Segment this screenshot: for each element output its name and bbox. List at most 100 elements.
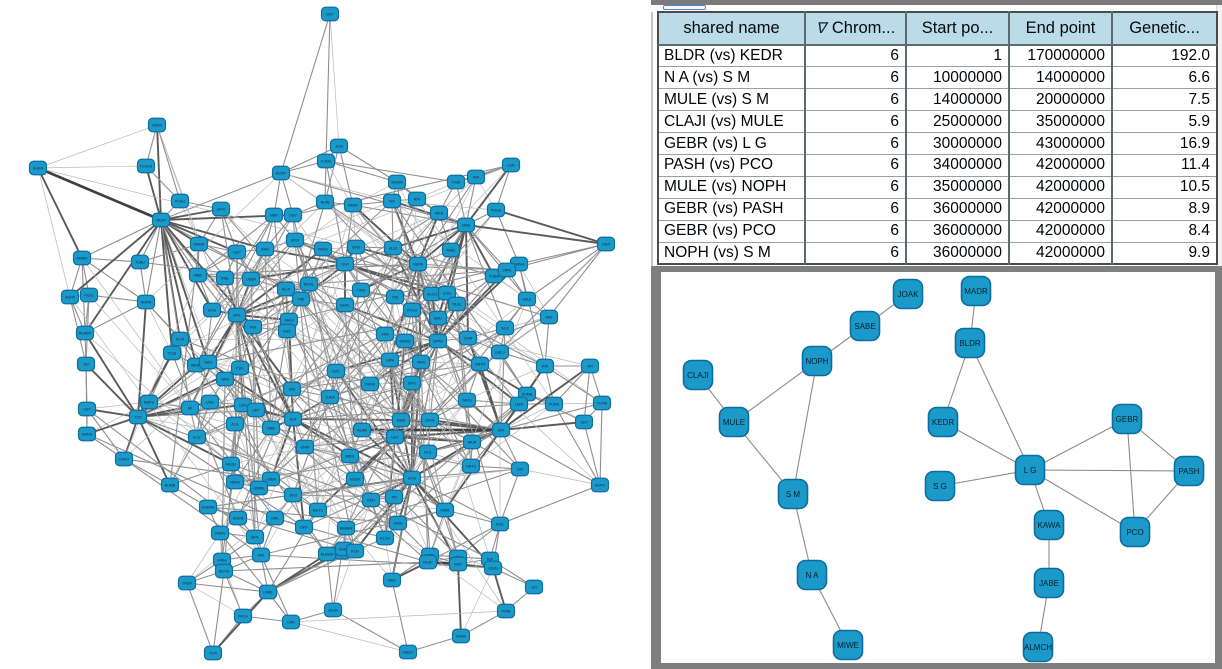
network-edge[interactable]	[220, 208, 431, 421]
network-node[interactable]: MUJU	[221, 456, 241, 472]
end-position-cell[interactable]: 42000000	[1009, 176, 1113, 199]
subnetwork-node-noph[interactable]: NOPH	[801, 345, 833, 376]
end-position-cell[interactable]: 42000000	[1009, 242, 1113, 264]
network-node[interactable]: MAGR	[189, 236, 209, 252]
network-node[interactable]: INAM	[435, 502, 455, 518]
network-node[interactable]: RLCH	[375, 530, 395, 546]
network-edge[interactable]	[326, 304, 346, 555]
table-row[interactable]: MULE (vs) NOPH 6 35000000 42000000 10.5	[658, 176, 1217, 199]
network-edge[interactable]	[137, 416, 306, 448]
network-node[interactable]: UIJU	[200, 394, 220, 410]
network-edge[interactable]	[211, 214, 275, 311]
network-node[interactable]: BUAL	[335, 297, 355, 313]
network-node[interactable]: RLAL	[447, 296, 467, 312]
network-node[interactable]: BUU	[428, 310, 448, 326]
network-edge[interactable]	[234, 423, 256, 538]
column-header-genetic[interactable]: Genetic...	[1112, 12, 1217, 46]
shared-name-cell[interactable]: GEBR (vs) PASH	[658, 198, 806, 221]
network-edge[interactable]	[81, 257, 141, 263]
network-node[interactable]: SIPA	[245, 529, 265, 545]
network-edge[interactable]	[335, 247, 394, 372]
network-edge[interactable]	[86, 433, 276, 519]
network-node[interactable]: JUF	[510, 461, 530, 477]
network-edge[interactable]	[86, 408, 256, 538]
network-edge[interactable]	[417, 176, 477, 265]
network-edge[interactable]	[242, 333, 386, 406]
network-node[interactable]: TUMU	[316, 153, 336, 169]
network-node[interactable]: PAMU	[313, 241, 333, 257]
network-edge[interactable]	[160, 172, 282, 221]
network-edge[interactable]	[361, 224, 467, 431]
network-edge[interactable]	[518, 263, 546, 367]
network-node[interactable]: VIVI	[251, 547, 271, 563]
network-edge[interactable]	[264, 248, 507, 612]
network-node[interactable]: SIJ	[76, 356, 96, 372]
network-edge[interactable]	[219, 427, 272, 534]
network-edge[interactable]	[186, 582, 214, 654]
table-row[interactable]: NOPH (vs) S M 6 36000000 42000000 9.9	[658, 242, 1217, 264]
network-node[interactable]: CHW	[458, 330, 478, 346]
network-node[interactable]: TUVI	[203, 645, 223, 661]
network-node[interactable]: USBA	[241, 271, 261, 287]
network-node[interactable]: AGFW	[136, 294, 156, 310]
genetic-distance-cell[interactable]: 8.9	[1112, 198, 1217, 221]
network-node[interactable]: SHA	[375, 326, 395, 342]
network-node[interactable]: URT	[246, 402, 266, 418]
network-node[interactable]: URJ	[574, 414, 594, 430]
network-edge[interactable]	[219, 532, 269, 593]
network-node[interactable]: ALNI	[383, 240, 403, 256]
network-edge[interactable]	[444, 298, 528, 511]
network-edge[interactable]	[329, 13, 340, 147]
network-edge[interactable]	[145, 165, 162, 221]
network-edge[interactable]	[325, 160, 398, 183]
subnetwork-node-mule[interactable]: MULE	[718, 406, 750, 437]
network-node[interactable]: GIAG	[420, 412, 440, 428]
network-node[interactable]: ALMUM	[317, 546, 337, 562]
network-edge[interactable]	[160, 219, 266, 250]
network-edge[interactable]	[230, 288, 287, 465]
network-edge[interactable]	[338, 145, 398, 183]
network-node[interactable]: KATI	[361, 492, 381, 508]
network-edge[interactable]	[544, 316, 550, 367]
network-edge[interactable]	[212, 570, 225, 654]
genetic-distance-cell[interactable]: 7.5	[1112, 88, 1217, 112]
subnetwork-view[interactable]: JOAK MADR SABE BLDR NOPH CLAJI MULE KEDR GEBR L G…	[661, 272, 1215, 663]
subnetwork-node-gebr[interactable]: GEBR	[1111, 403, 1143, 434]
network-node[interactable]: NINI	[215, 371, 235, 387]
network-node[interactable]: BUMB	[160, 477, 180, 493]
table-row[interactable]: N A (vs) S M 6 10000000 14000000 6.6	[658, 66, 1217, 90]
network-node[interactable]: TCFW	[592, 395, 612, 411]
shared-name-cell[interactable]: PASH (vs) PCO	[658, 154, 806, 177]
network-node[interactable]: URVI	[285, 232, 305, 248]
network-edge[interactable]	[465, 224, 528, 300]
network-edge[interactable]	[224, 378, 272, 480]
genetic-distance-cell[interactable]: 10.5	[1112, 176, 1217, 199]
network-node[interactable]: PACH	[233, 608, 253, 624]
subnetwork-node-madr[interactable]: MADR	[960, 275, 992, 306]
network-edge[interactable]	[437, 317, 501, 525]
network-edge[interactable]	[137, 416, 171, 486]
network-edge[interactable]	[280, 13, 331, 174]
shared-name-cell[interactable]: NOPH (vs) S M	[658, 242, 806, 264]
network-node[interactable]: AMWE	[72, 250, 92, 266]
network-edge[interactable]	[37, 166, 162, 222]
network-node[interactable]: INBL	[215, 270, 235, 286]
network-node[interactable]: TIRI	[291, 291, 311, 307]
network-edge[interactable]	[344, 263, 406, 342]
network-node[interactable]: INUR	[462, 434, 482, 450]
network-edge[interactable]	[145, 301, 244, 406]
network-node[interactable]: FWB	[446, 174, 466, 190]
chromosome-cell[interactable]: 6	[805, 154, 907, 177]
network-edge[interactable]	[411, 477, 501, 525]
network-node[interactable]: WERI	[147, 117, 167, 133]
chromosome-cell[interactable]: 6	[805, 242, 907, 264]
network-node[interactable]: SPIL	[227, 307, 247, 323]
network-edge[interactable]	[123, 458, 262, 556]
shared-name-cell[interactable]: GEBR (vs) PCO	[658, 220, 806, 243]
network-edge[interactable]	[69, 219, 162, 298]
subnetwork-node-claji[interactable]: CLAJI	[682, 359, 714, 390]
network-node[interactable]: BUSP	[271, 165, 291, 181]
network-node[interactable]: UIVI	[335, 256, 355, 272]
network-edge[interactable]	[324, 201, 419, 265]
end-position-cell[interactable]: 42000000	[1009, 198, 1113, 221]
